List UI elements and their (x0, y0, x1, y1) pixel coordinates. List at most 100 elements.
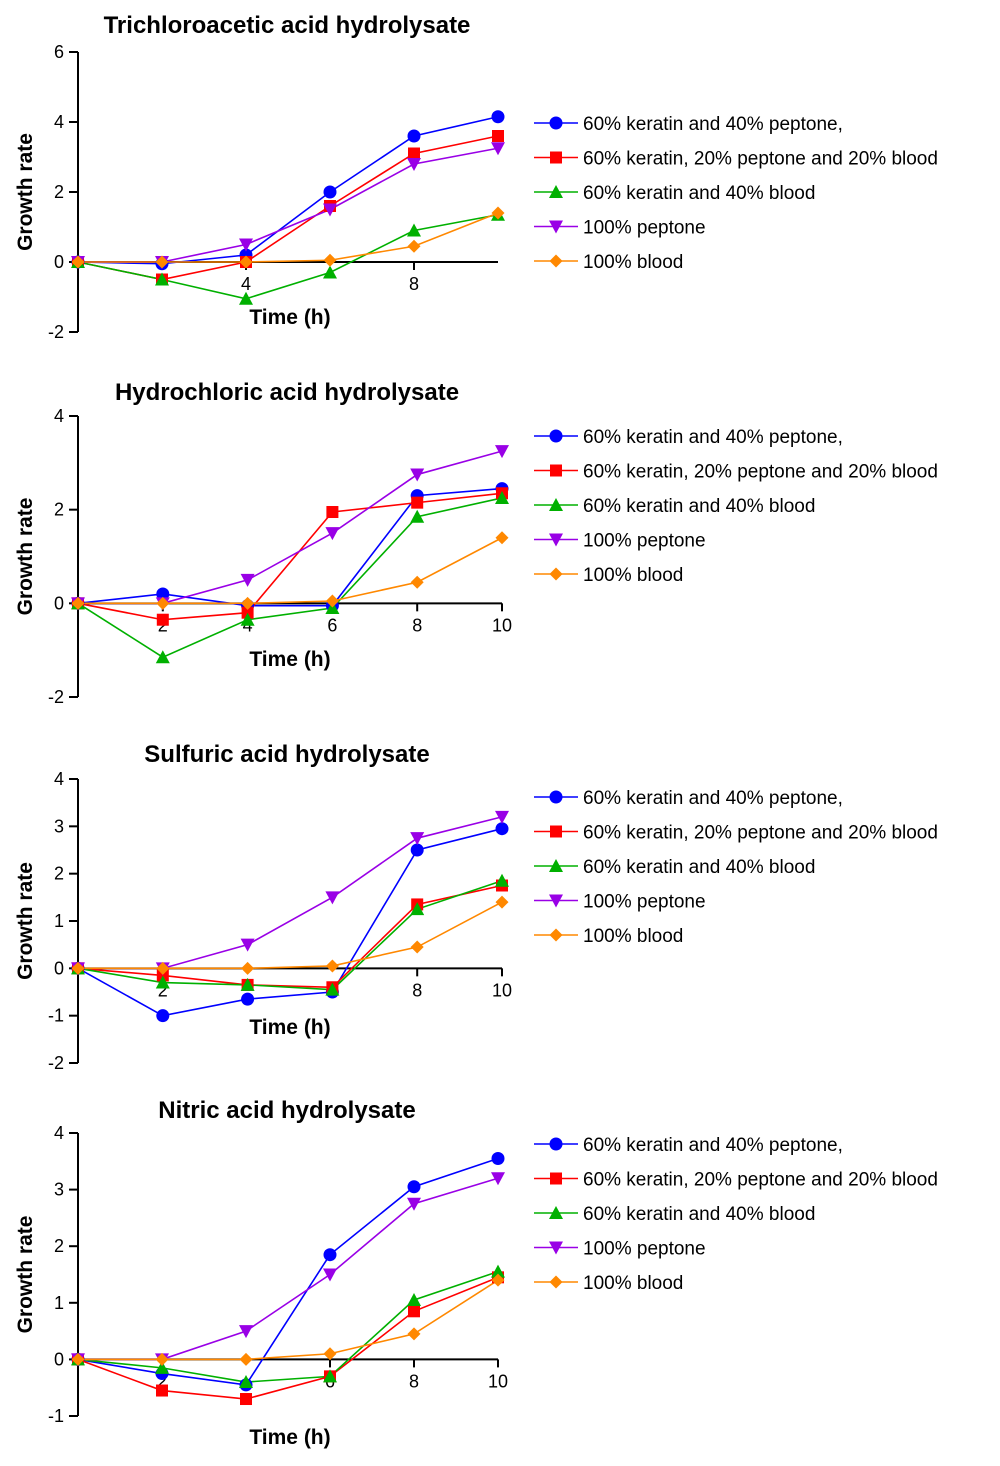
data-point-series-3 (155, 272, 169, 286)
x-tick-label: 10 (492, 615, 512, 635)
y-tick-label: 0 (54, 593, 64, 613)
data-point-series-5 (495, 895, 509, 909)
data-point-series-2 (408, 147, 420, 160)
y-tick-label: -2 (48, 687, 64, 707)
x-tick-label: 2 (157, 1371, 167, 1391)
legend-marker-1 (549, 429, 563, 443)
series-line-3 (77, 213, 499, 300)
series-line-4 (78, 450, 503, 605)
x-tick-label: 10 (492, 980, 512, 1000)
data-point-series-1 (323, 185, 337, 199)
y-tick-label: 1 (54, 911, 64, 931)
series-line-3 (77, 1270, 499, 1383)
legend-label: 100% blood (583, 252, 683, 273)
chart-title: Hydrochloric acid hydrolysate (115, 379, 459, 406)
data-point-series-2 (240, 1393, 252, 1406)
legend-label: 60% keratin and 40% peptone, (583, 114, 843, 135)
data-point-series-3 (325, 601, 340, 615)
series-line-3 (77, 880, 503, 991)
data-point-series-2 (156, 613, 169, 626)
series-line-5 (78, 1279, 499, 1361)
series-line-1 (77, 115, 499, 265)
data-point-series-5 (491, 206, 505, 220)
data-point-series-4 (491, 1172, 505, 1186)
data-point-series-5 (410, 940, 424, 954)
data-point-series-5 (325, 959, 339, 973)
series-line-2 (77, 1276, 499, 1400)
legend: 60% keratin and 40% peptone, 60% keratin,… (534, 1135, 938, 1294)
x-axis-label: Time (h) (249, 306, 330, 329)
data-point-series-1 (491, 1151, 505, 1165)
series-line-4 (78, 1177, 499, 1361)
legend-label: 60% keratin, 20% peptone and 20% blood (583, 1170, 938, 1191)
data-point-series-5 (495, 531, 509, 545)
data-point-series-4 (410, 468, 425, 482)
data-point-series-1 (410, 843, 424, 857)
x-tick-label: 6 (327, 615, 337, 635)
data-point-series-1 (241, 992, 255, 1006)
legend-marker-4 (549, 533, 563, 547)
data-point-series-5 (323, 1347, 337, 1361)
y-tick-label: 2 (54, 500, 64, 520)
legend-marker-2 (550, 825, 562, 838)
legend-label: 60% keratin and 40% peptone, (583, 788, 843, 809)
data-point-series-5 (155, 1352, 169, 1366)
series-line-2 (77, 884, 503, 989)
legend-label: 100% peptone (583, 892, 706, 913)
data-point-series-3 (240, 612, 255, 626)
y-tick-label: 0 (54, 1349, 64, 1369)
data-point-series-4 (407, 1197, 421, 1211)
data-point-series-5 (407, 1327, 421, 1341)
chart-panel-3: Sulfuric acid hydrolysate -2 -1 0 1 2 3 4 2 8 10 Ti… (14, 741, 938, 1073)
data-point-series-4 (491, 142, 505, 156)
legend-label: 60% keratin and 40% peptone, (583, 427, 843, 448)
x-tick-label: 8 (409, 1371, 419, 1391)
data-point-series-5 (156, 961, 170, 975)
data-point-series-2 (156, 969, 169, 982)
data-point-series-4 (240, 573, 255, 587)
data-point-series-5 (241, 961, 255, 975)
series-line-4 (78, 147, 499, 263)
y-tick-label: 3 (54, 1180, 64, 1200)
data-point-series-3 (495, 873, 509, 887)
y-tick-label: -2 (48, 322, 64, 342)
y-axis-label: Growth rate (14, 862, 37, 980)
data-point-series-5 (71, 255, 85, 269)
data-point-series-3 (239, 1375, 253, 1389)
x-tick-label: 8 (412, 615, 422, 635)
data-point-series-5 (71, 596, 85, 610)
legend-marker-1 (549, 1137, 563, 1151)
chart-title: Nitric acid hydrolysate (158, 1097, 415, 1124)
data-point-series-3 (323, 1369, 337, 1383)
y-tick-label: 3 (54, 816, 64, 836)
y-tick-label: 0 (54, 958, 64, 978)
x-tick-label: 8 (409, 274, 419, 294)
y-tick-label: 2 (54, 1236, 64, 1256)
x-axis-label: Time (h) (249, 1016, 330, 1039)
legend-marker-3 (549, 1206, 563, 1219)
legend-label: 60% keratin, 20% peptone and 20% blood (583, 462, 938, 483)
y-axis-label: Growth rate (14, 1216, 37, 1334)
data-point-series-1 (491, 110, 505, 124)
legend-marker-1 (549, 116, 563, 130)
data-point-series-4 (323, 203, 337, 217)
data-point-series-3 (407, 223, 421, 237)
legend-label: 100% blood (583, 565, 683, 586)
data-point-series-3 (410, 509, 425, 523)
legend-marker-4 (549, 1241, 563, 1255)
legend-label: 60% keratin and 40% blood (583, 496, 815, 517)
data-point-series-3 (155, 1360, 169, 1374)
x-tick-label: 2 (158, 980, 168, 1000)
legend-label: 60% keratin and 40% blood (583, 183, 815, 204)
legend-label: 100% peptone (583, 218, 706, 239)
legend-marker-3 (549, 185, 563, 198)
data-point-series-1 (407, 129, 421, 143)
x-tick-label: 8 (412, 980, 422, 1000)
legend-marker-5 (549, 567, 563, 581)
data-point-series-5 (325, 594, 339, 608)
legend-label: 100% blood (583, 926, 683, 947)
data-point-series-3 (240, 977, 255, 991)
legend-marker-2 (550, 1172, 562, 1185)
data-point-series-5 (239, 255, 253, 269)
legend-marker-3 (549, 498, 563, 511)
